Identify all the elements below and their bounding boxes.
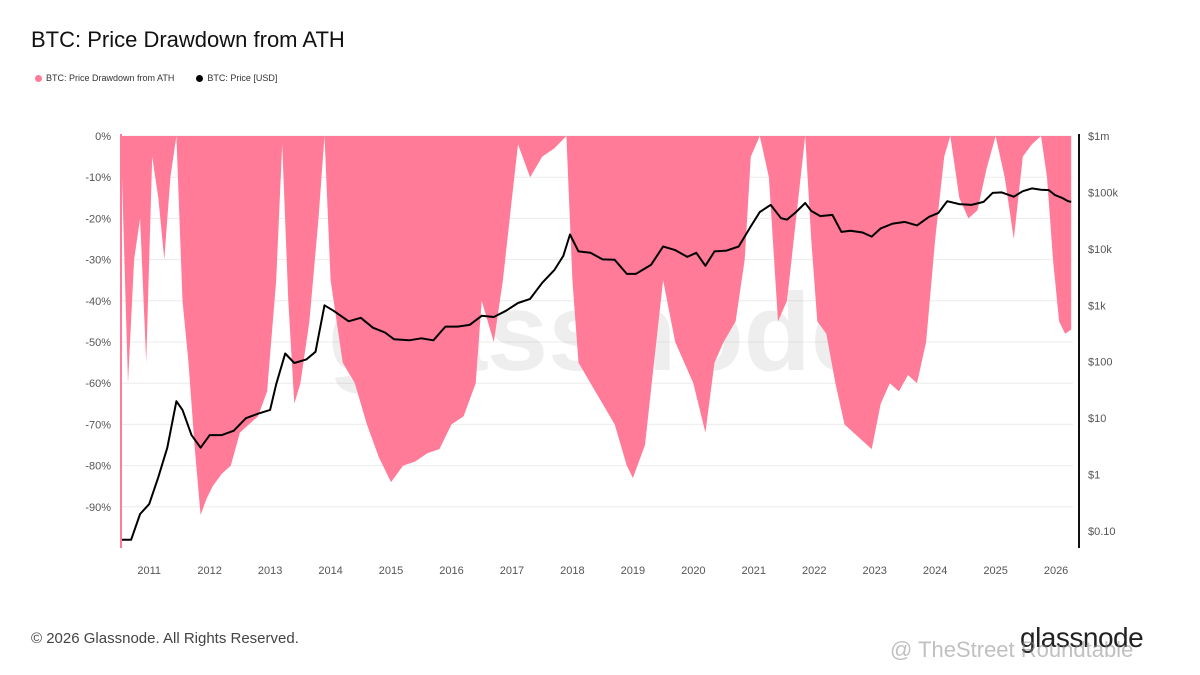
legend-item-drawdown[interactable]: BTC: Price Drawdown from ATH: [35, 73, 174, 83]
x-tick-label: 2024: [923, 565, 947, 577]
drawdown-area-layer: [122, 136, 1072, 515]
x-tick-label: 2020: [681, 565, 705, 577]
y-right-axis-ticks: $1m $100k $10k $1k $100 $10 $1 $0.10: [1088, 131, 1118, 538]
x-tick-label: 2025: [983, 565, 1007, 577]
y-right-tick-label: $1m: [1088, 131, 1109, 143]
x-tick-label: 2019: [621, 565, 645, 577]
x-tick-label: 2011: [137, 565, 161, 577]
y-right-tick-label: $10: [1088, 413, 1106, 425]
chart-title: BTC: Price Drawdown from ATH: [31, 27, 345, 52]
y-left-tick-label: -90%: [85, 502, 111, 514]
y-right-tick-label: $1k: [1088, 300, 1106, 312]
x-tick-label: 2012: [197, 565, 221, 577]
y-right-tick-label: $1: [1088, 470, 1100, 482]
legend-swatch-drawdown: [35, 74, 42, 82]
x-tick-label: 2016: [439, 565, 463, 577]
x-tick-label: 2014: [318, 565, 342, 577]
brand-logo-text: glassnode: [1020, 622, 1144, 653]
price-line: [122, 187, 1072, 541]
x-tick-label: 2013: [258, 565, 282, 577]
legend-label-drawdown: BTC: Price Drawdown from ATH: [46, 73, 175, 83]
legend-swatch-price: [196, 74, 204, 82]
drawdown-area: [122, 136, 1072, 515]
x-tick-label: 2018: [560, 565, 584, 577]
y-left-tick-label: -30%: [85, 255, 111, 267]
y-left-tick-label: -50%: [85, 337, 111, 349]
x-tick-label: 2022: [802, 565, 826, 577]
x-tick-label: 2026: [1044, 565, 1068, 577]
legend-item-price[interactable]: BTC: Price [USD]: [196, 73, 277, 83]
legend-label-price: BTC: Price [USD]: [207, 73, 278, 83]
legend: BTC: Price Drawdown from ATH BTC: Price …: [35, 73, 277, 83]
y-left-tick-label: -10%: [85, 172, 111, 184]
y-right-tick-label: $100k: [1088, 187, 1118, 199]
y-left-tick-label: -20%: [85, 213, 111, 225]
overlay-watermark: @ TheStreet Roundtable: [890, 637, 1134, 662]
y-right-tick-label: $10k: [1088, 244, 1112, 256]
y-left-tick-label: -40%: [85, 296, 111, 308]
y-right-tick-label: $0.10: [1088, 526, 1116, 538]
x-tick-label: 2023: [862, 565, 886, 577]
price-line-layer: [122, 187, 1072, 541]
x-tick-label: 2021: [742, 565, 766, 577]
y-left-tick-label: -70%: [85, 419, 111, 431]
copyright-text: © 2026 Glassnode. All Rights Reserved.: [31, 630, 299, 647]
y-left-axis-ticks: 0% -10% -20% -30% -40% -50% -60% -70% -80% -90%: [85, 131, 111, 514]
y-left-tick-label: -80%: [85, 461, 111, 473]
y-left-tick-label: -60%: [85, 378, 111, 390]
x-tick-label: 2017: [500, 565, 524, 577]
y-right-tick-label: $100: [1088, 357, 1112, 369]
x-tick-label: 2015: [379, 565, 403, 577]
y-left-tick-label: 0%: [95, 131, 111, 143]
x-axis-ticks: 2011 2012 2013 2014 2015 2016 2017 2018 2019 2020…: [137, 565, 1068, 577]
